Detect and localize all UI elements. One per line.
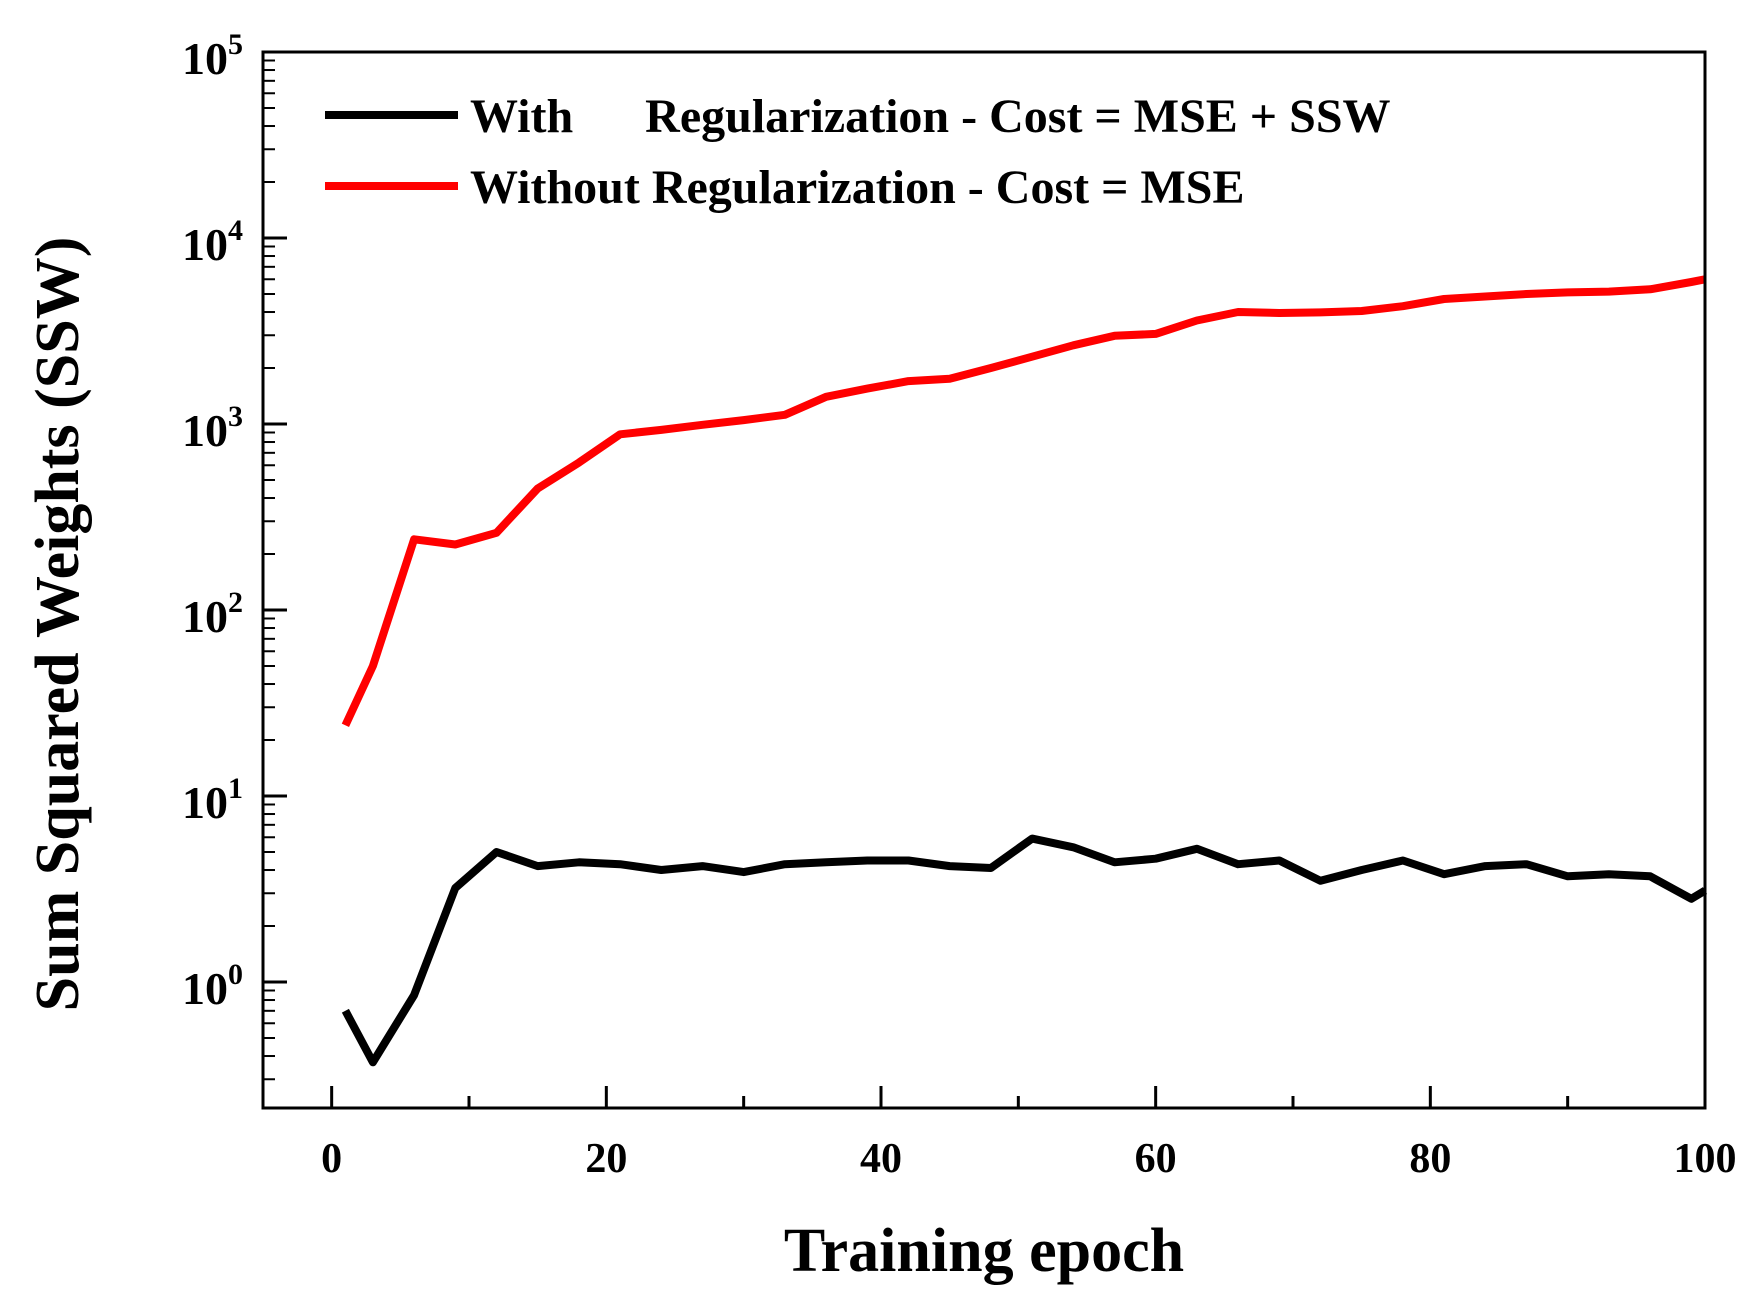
x-tick-label: 60 xyxy=(1135,1136,1177,1182)
x-tick-label: 40 xyxy=(860,1136,902,1182)
x-tick-label: 0 xyxy=(321,1136,342,1182)
y-tick-label-base: 10 xyxy=(182,33,228,84)
y-tick-label: 100 xyxy=(182,958,243,1014)
series-line-2 xyxy=(341,275,1706,727)
legend-label-2: Without Regularization - Cost = MSE xyxy=(470,161,1244,214)
y-tick-label-base: 10 xyxy=(182,405,228,456)
y-axis-title: Sum Squared Weights (SSW) xyxy=(24,237,92,1012)
y-tick-label-exponent: 5 xyxy=(228,28,243,61)
y-tick-label-exponent: 0 xyxy=(228,958,243,991)
y-tick-label-base: 10 xyxy=(182,219,228,270)
y-tick-label: 105 xyxy=(182,28,243,84)
y-tick-label-exponent: 1 xyxy=(228,772,243,805)
plot-frame xyxy=(261,50,1707,1110)
x-tick-label: 20 xyxy=(585,1136,627,1182)
y-tick-label-base: 10 xyxy=(182,777,228,828)
y-tick-label: 101 xyxy=(182,772,243,828)
y-tick-label-base: 10 xyxy=(182,963,228,1014)
x-tick-label: 100 xyxy=(1674,1136,1737,1182)
y-tick-label-exponent: 4 xyxy=(228,214,243,247)
legend-label-1: With Regularization - Cost = MSE + SSW xyxy=(470,90,1391,143)
x-axis-title: Training epoch xyxy=(784,1217,1184,1285)
series-line-1 xyxy=(341,834,1708,1067)
legend: With Regularization - Cost = MSE + SSW Wi… xyxy=(325,90,1391,214)
x-tick-label: 80 xyxy=(1409,1136,1451,1182)
y-tick-label-base: 10 xyxy=(182,591,228,642)
y-tick-label-exponent: 3 xyxy=(228,400,243,433)
y-tick-label-exponent: 2 xyxy=(228,586,243,619)
y-tick-label: 102 xyxy=(182,586,243,642)
y-tick-label: 104 xyxy=(182,214,243,270)
y-tick-label: 103 xyxy=(182,400,243,456)
series-layer xyxy=(341,275,1708,1067)
